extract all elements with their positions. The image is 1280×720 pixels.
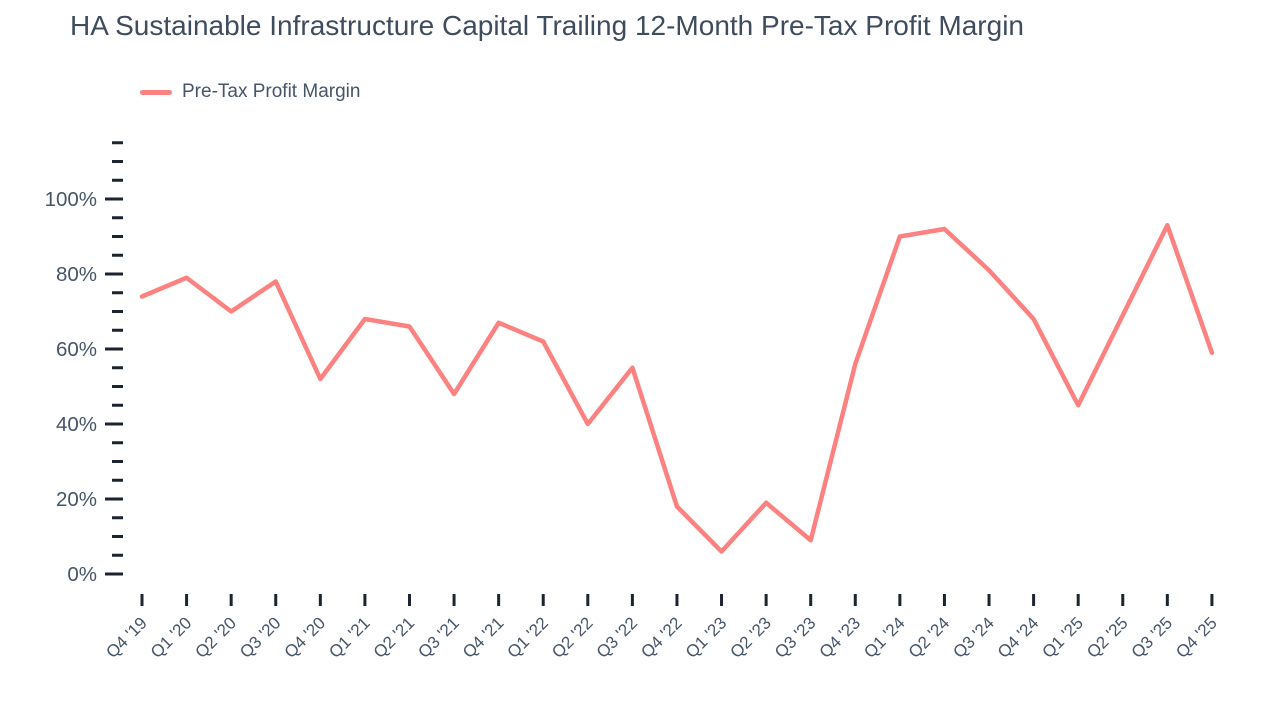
x-axis-tick-label: Q2 '20 <box>192 613 240 661</box>
x-axis-tick-label: Q3 '25 <box>1128 613 1176 661</box>
x-axis-tick-label: Q4 '19 <box>102 613 150 661</box>
y-axis-tick-label: 40% <box>56 413 97 436</box>
y-axis-tick-label: 20% <box>56 488 97 511</box>
x-axis-tick-label: Q3 '24 <box>949 613 997 661</box>
x-axis-tick-label: Q4 '21 <box>459 613 507 661</box>
x-axis-tick-label: Q1 '25 <box>1039 613 1087 661</box>
x-axis-tick-label: Q4 '20 <box>281 613 329 661</box>
legend: Pre-Tax Profit Margin <box>140 81 360 103</box>
x-axis-tick-label: Q4 '25 <box>1172 613 1220 661</box>
x-axis-tick-label: Q3 '22 <box>593 613 641 661</box>
x-axis-tick-label: Q4 '24 <box>994 613 1042 661</box>
y-axis-tick-label: 0% <box>67 563 97 586</box>
x-axis-tick-label: Q3 '23 <box>771 613 819 661</box>
x-axis-tick-label: Q1 '22 <box>504 613 552 661</box>
profit-margin-line <box>139 223 1215 554</box>
x-axis-tick-label: Q2 '21 <box>370 613 418 661</box>
x-axis-tick-label: Q4 '22 <box>637 613 685 661</box>
x-axis-tick-label: Q2 '24 <box>905 613 953 661</box>
legend-label: Pre-Tax Profit Margin <box>182 81 361 102</box>
x-axis-tick-label: Q1 '24 <box>860 613 908 661</box>
chart-title: HA Sustainable Infrastructure Capital Tr… <box>70 10 1024 41</box>
x-axis-tick-label: Q2 '25 <box>1083 613 1131 661</box>
y-axis-tick-label: 60% <box>56 338 97 361</box>
x-axis-tick-label: Q1 '23 <box>682 613 730 661</box>
x-axis-tick-label: Q1 '20 <box>147 613 195 661</box>
x-axis-tick-label: Q2 '23 <box>726 613 774 661</box>
y-axis-tick-label: 80% <box>56 263 97 286</box>
x-axis-tick-label: Q3 '21 <box>414 613 462 661</box>
x-axis-tick-label: Q3 '20 <box>236 613 284 661</box>
x-axis-tick-label: Q4 '23 <box>816 613 864 661</box>
x-axis-tick-label: Q2 '22 <box>548 613 596 661</box>
x-axis-tick-label: Q1 '21 <box>325 613 373 661</box>
legend-line-swatch <box>140 89 172 95</box>
y-axis-tick-label: 100% <box>45 188 97 211</box>
